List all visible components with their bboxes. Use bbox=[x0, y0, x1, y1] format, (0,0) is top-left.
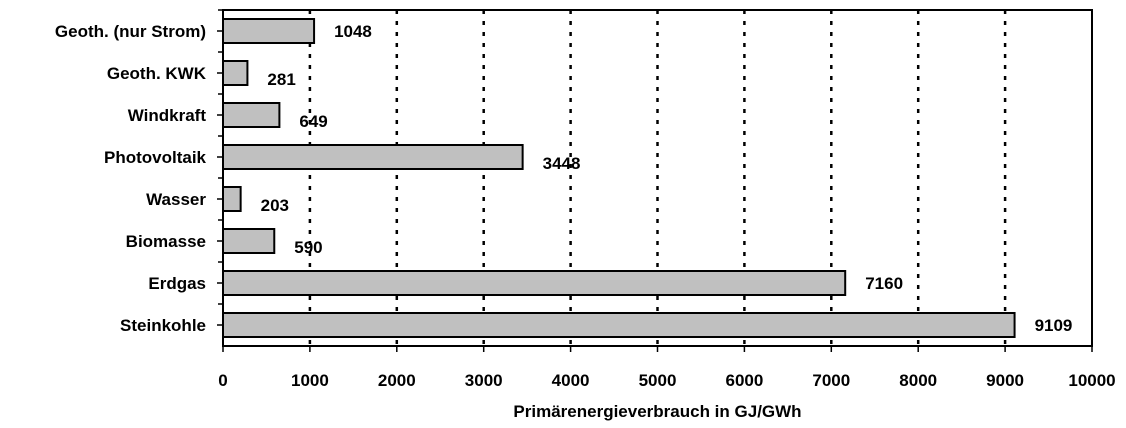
gridlines bbox=[308, 10, 1007, 346]
category-label: Geoth. (nur Strom) bbox=[55, 22, 206, 41]
category-label: Steinkohle bbox=[120, 316, 206, 335]
x-tick-label: 7000 bbox=[812, 371, 850, 390]
category-label: Wasser bbox=[146, 190, 206, 209]
value-label: 203 bbox=[261, 196, 289, 215]
category-labels: Geoth. (nur Strom) Geoth. KWK Windkraft Pho… bbox=[55, 22, 207, 335]
bar bbox=[222, 228, 276, 254]
bar bbox=[222, 102, 281, 128]
value-label: 590 bbox=[294, 238, 322, 257]
bar bbox=[222, 312, 1016, 338]
x-tick-label: 8000 bbox=[899, 371, 937, 390]
value-labels: 1048 281 649 3448 203 590 7160 9109 bbox=[261, 22, 1073, 335]
x-axis-ticks: 0 1000 2000 3000 4000 5000 6000 7000 8000 9000 100… bbox=[218, 346, 1116, 390]
value-label: 7160 bbox=[865, 274, 903, 293]
bar bbox=[222, 18, 316, 44]
bars bbox=[222, 18, 1016, 338]
x-tick-label: 1000 bbox=[291, 371, 329, 390]
x-tick-label: 10000 bbox=[1068, 371, 1115, 390]
category-label: Geoth. KWK bbox=[107, 64, 207, 83]
x-tick-label: 3000 bbox=[465, 371, 503, 390]
x-tick-label: 9000 bbox=[986, 371, 1024, 390]
value-label: 9109 bbox=[1035, 316, 1073, 335]
x-tick-label: 5000 bbox=[639, 371, 677, 390]
x-axis-title: Primärenergieverbrauch in GJ/GWh bbox=[513, 402, 801, 421]
x-tick-label: 0 bbox=[218, 371, 227, 390]
value-label: 649 bbox=[299, 112, 327, 131]
category-label: Windkraft bbox=[128, 106, 207, 125]
value-label: 3448 bbox=[543, 154, 581, 173]
category-label: Biomasse bbox=[126, 232, 206, 251]
category-label: Photovoltaik bbox=[104, 148, 207, 167]
bar bbox=[222, 270, 847, 296]
x-tick-label: 6000 bbox=[725, 371, 763, 390]
category-label: Erdgas bbox=[148, 274, 206, 293]
y-axis-ticks bbox=[217, 9, 223, 326]
bar bbox=[222, 60, 249, 86]
x-tick-label: 4000 bbox=[552, 371, 590, 390]
value-label: 1048 bbox=[334, 22, 372, 41]
x-tick-label: 2000 bbox=[378, 371, 416, 390]
value-label: 281 bbox=[267, 70, 295, 89]
bar bbox=[222, 186, 242, 212]
bar bbox=[222, 144, 524, 170]
